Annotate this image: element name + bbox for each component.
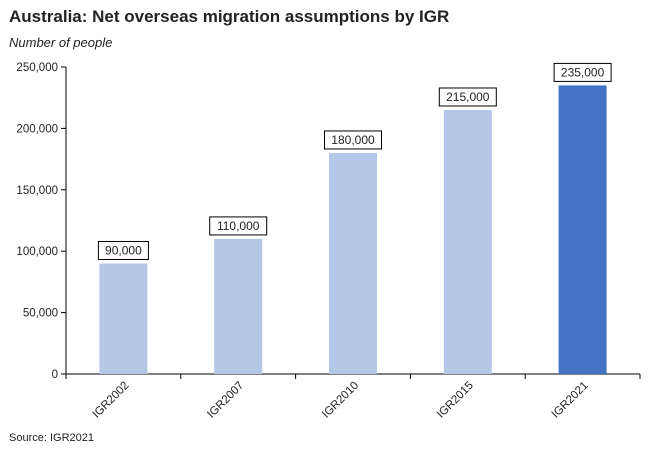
y-tick-label: 250,000 [16, 62, 58, 74]
source-note: Source: IGR2021 [9, 432, 94, 444]
data-label: 180,000 [331, 133, 375, 147]
chart-title: Australia: Net overseas migration assump… [9, 7, 450, 26]
y-tick-label: 0 [52, 369, 58, 381]
x-tick-label: IGR2010 [320, 380, 361, 421]
bar [99, 263, 148, 374]
data-label-box [324, 130, 382, 150]
x-tick-label: IGR2007 [205, 380, 246, 421]
data-label: 235,000 [561, 65, 605, 79]
data-label-box [209, 216, 268, 236]
data-label: 215,000 [446, 90, 490, 104]
y-tick-label: 150,000 [16, 185, 58, 197]
y-tick-label: 100,000 [16, 246, 58, 258]
data-label-box [97, 240, 149, 260]
y-tick-label: 200,000 [16, 123, 58, 135]
chart-subtitle: Number of people [9, 35, 113, 50]
x-tick-label: IGR2015 [435, 380, 476, 421]
x-tick-label: IGR2002 [90, 380, 131, 421]
bar [329, 152, 377, 374]
data-label: 90,000 [105, 243, 142, 257]
bar [443, 109, 492, 374]
y-tick-label: 50,000 [23, 308, 58, 320]
bar [214, 238, 263, 374]
data-label-box [438, 87, 497, 107]
data-label-box [553, 62, 612, 82]
x-tick-label: IGR2021 [550, 380, 591, 421]
data-label: 110,000 [217, 219, 260, 233]
bar [558, 85, 607, 375]
